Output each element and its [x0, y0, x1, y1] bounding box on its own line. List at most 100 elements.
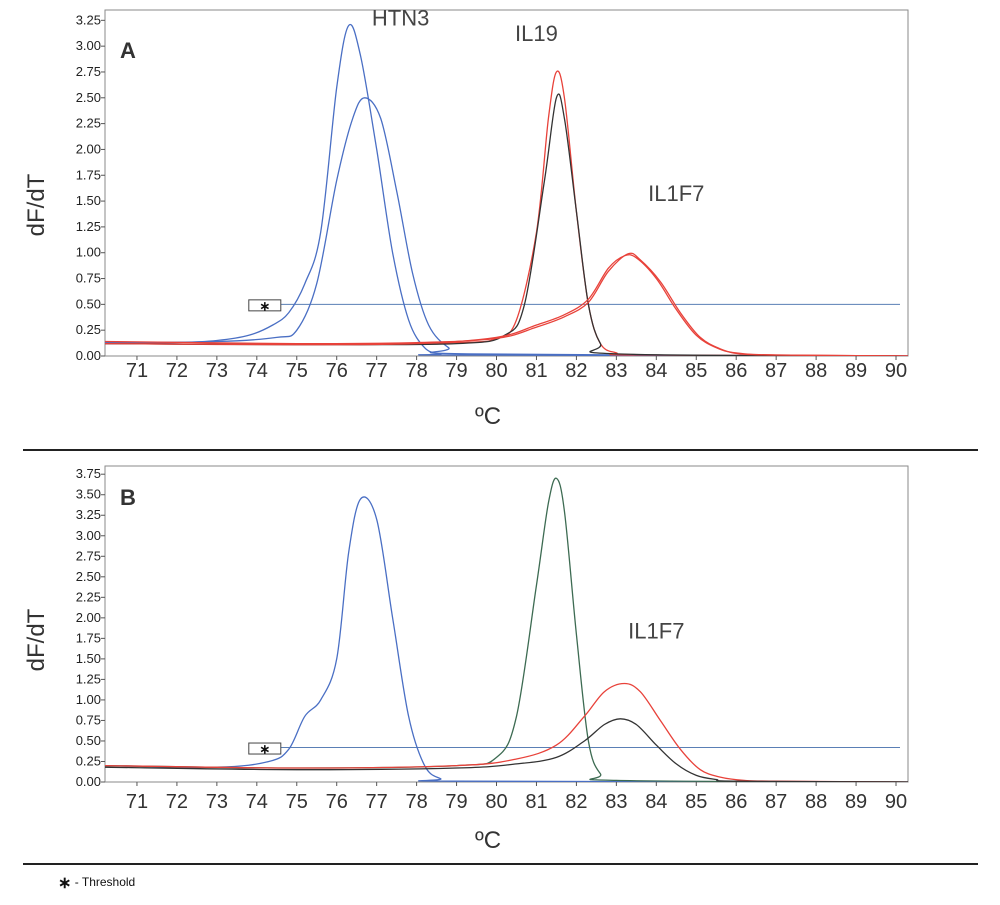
- x-tick-label: 80: [485, 791, 507, 813]
- y-tick-label: 2.50: [76, 90, 101, 105]
- x-tick-label: 73: [206, 791, 228, 813]
- series-line-red: [105, 70, 908, 356]
- series-line-black: [105, 718, 908, 782]
- x-tick-label: 88: [805, 791, 827, 813]
- y-tick-label: 1.75: [76, 630, 101, 645]
- x-tick-label: 75: [286, 360, 308, 382]
- y-tick-label: 0.25: [76, 753, 101, 768]
- panel-a: 0.00 0.25 0.50 0.75 1.00 1.25 1.50 1.75 2.00 2.25…: [23, 5, 909, 430]
- panel-label: B: [120, 485, 136, 510]
- threshold-marker-box: [248, 742, 282, 755]
- x-tick-label: 80: [485, 360, 507, 382]
- y-tick-label: 1.50: [76, 193, 101, 208]
- x-tick-label: 75: [286, 791, 308, 813]
- x-tick-label: 84: [645, 360, 667, 382]
- y-tick-label: 1.50: [76, 651, 101, 666]
- x-tick-label: 81: [525, 791, 547, 813]
- x-tick-label: 71: [126, 360, 148, 382]
- threshold-marker: ∗: [259, 742, 270, 757]
- x-tick-label: 72: [166, 360, 188, 382]
- threshold-footnote-symbol: ∗: [58, 875, 72, 892]
- y-tick-label: 3.00: [76, 38, 101, 53]
- series-group: [105, 23, 908, 356]
- y-tick-label: 2.25: [76, 589, 101, 604]
- x-tick-label: 77: [366, 791, 388, 813]
- x-tick-label: 84: [645, 791, 667, 813]
- x-tick-label: 82: [565, 360, 587, 382]
- x-tick-label: 89: [845, 360, 867, 382]
- x-tick-label: 72: [166, 791, 188, 813]
- series-line-blue: [105, 496, 908, 782]
- x-tick-label: 76: [326, 791, 348, 813]
- series-line-blue: [105, 23, 908, 356]
- annotation-label: IL19: [515, 21, 558, 46]
- y-axis-title: dF/dT: [23, 608, 50, 671]
- x-tick-label: 90: [885, 360, 907, 382]
- x-tick-label: 77: [366, 360, 388, 382]
- y-tick-label: 3.50: [76, 487, 101, 502]
- panel-b: 0.00 0.25 0.50 0.75 1.00 1.25 1.50 1.75 2.00 2.25…: [23, 465, 909, 854]
- y-tick-label: 3.25: [76, 507, 101, 522]
- x-tick-label: 87: [765, 360, 787, 382]
- y-tick-label: 0.75: [76, 712, 101, 727]
- x-tick-label: 74: [246, 360, 268, 382]
- x-tick-label: 89: [845, 791, 867, 813]
- y-tick-label: 0.50: [76, 296, 101, 311]
- y-tick-label: 2.00: [76, 610, 101, 625]
- annotation-label: IL1F7: [648, 181, 704, 206]
- threshold-footnote-text: - Threshold: [74, 875, 136, 889]
- y-tick-label: 0.25: [76, 322, 101, 337]
- y-tick-label: 3.75: [76, 466, 101, 481]
- annotation-label: IL1F7: [628, 618, 684, 643]
- threshold-footnote: ∗ - Threshold: [58, 873, 135, 893]
- x-tick-label: 88: [805, 360, 827, 382]
- y-tick-label: 1.75: [76, 167, 101, 182]
- y-tick-label: 0.75: [76, 271, 101, 286]
- y-tick-label: 2.00: [76, 141, 101, 156]
- series-line-red: [105, 252, 908, 356]
- x-tick-label: 71: [126, 791, 148, 813]
- x-tick-label: 78: [405, 791, 427, 813]
- y-tick-label: 0.50: [76, 733, 101, 748]
- y-tick-label: 3.25: [76, 12, 101, 27]
- x-tick-label: 86: [725, 791, 747, 813]
- x-tick-label: 90: [885, 791, 907, 813]
- annotation-label: HTN3: [372, 5, 429, 30]
- y-axis-title: dF/dT: [23, 173, 50, 236]
- x-tick-label: 86: [725, 360, 747, 382]
- y-tick-label: 2.25: [76, 116, 101, 131]
- y-tick-label: 2.75: [76, 64, 101, 79]
- y-tick-label: 1.00: [76, 692, 101, 707]
- plot-frame: [104, 9, 909, 357]
- panel-label: A: [120, 38, 136, 63]
- series-line-red: [105, 682, 908, 782]
- y-tick-label: 2.50: [76, 569, 101, 584]
- x-tick-label: 83: [605, 791, 627, 813]
- series-group: [105, 477, 908, 782]
- x-axis-title: ºC: [475, 827, 501, 854]
- x-tick-label: 82: [565, 791, 587, 813]
- threshold-marker: ∗: [259, 298, 270, 313]
- x-tick-label: 74: [246, 791, 268, 813]
- series-line-green: [105, 477, 908, 782]
- x-tick-label: 85: [685, 360, 707, 382]
- x-tick-label: 79: [445, 791, 467, 813]
- x-tick-label: 83: [605, 360, 627, 382]
- series-line-black: [105, 93, 908, 356]
- y-tick-label: 2.75: [76, 548, 101, 563]
- y-tick-label: 1.00: [76, 245, 101, 260]
- x-tick-label: 81: [525, 360, 547, 382]
- y-tick-label: 1.25: [76, 219, 101, 234]
- plot-frame: [104, 465, 909, 783]
- y-tick-label: 1.25: [76, 671, 101, 686]
- y-tick-label: 0.00: [76, 348, 101, 363]
- threshold-marker-box: [248, 299, 282, 312]
- y-tick-label: 3.00: [76, 528, 101, 543]
- x-axis-title: ºC: [475, 403, 501, 430]
- x-tick-label: 85: [685, 791, 707, 813]
- x-tick-label: 76: [326, 360, 348, 382]
- x-tick-label: 73: [206, 360, 228, 382]
- x-tick-label: 79: [445, 360, 467, 382]
- x-tick-label: 87: [765, 791, 787, 813]
